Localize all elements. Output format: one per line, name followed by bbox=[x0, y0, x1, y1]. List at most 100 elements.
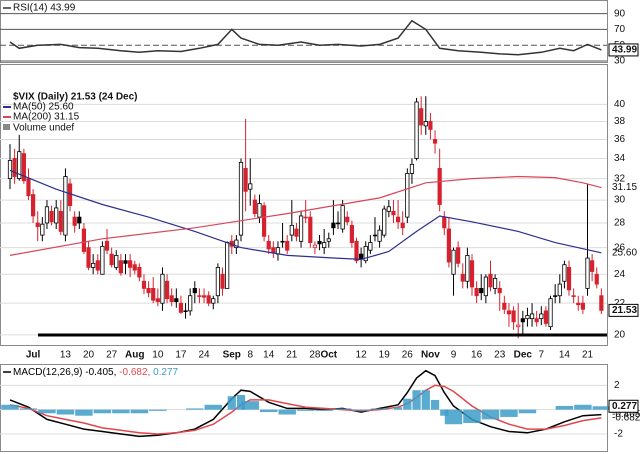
candle-body bbox=[30, 194, 36, 217]
end-label: 31.15 bbox=[612, 182, 637, 193]
candle-body bbox=[548, 298, 553, 328]
candle-body bbox=[132, 264, 137, 271]
candle-body bbox=[248, 183, 253, 190]
candle-body bbox=[594, 273, 599, 285]
x-tick-label: 10 bbox=[152, 350, 164, 361]
candle-body bbox=[192, 288, 197, 294]
x-tick-label: 17 bbox=[175, 350, 187, 361]
y-tick-label: 22 bbox=[614, 298, 626, 309]
y-tick-label: 70 bbox=[614, 24, 626, 35]
candle-body bbox=[81, 228, 87, 252]
candle-body bbox=[451, 249, 456, 275]
histogram-bar bbox=[333, 408, 352, 410]
candle-body bbox=[562, 264, 567, 282]
candle-body bbox=[571, 295, 576, 297]
histogram-bar bbox=[463, 409, 481, 424]
end-label: 25.60 bbox=[612, 247, 637, 258]
candle-body bbox=[483, 276, 488, 297]
candle-body bbox=[335, 222, 341, 225]
histogram-bar bbox=[19, 408, 38, 410]
legend-entry: -0.682, bbox=[119, 367, 150, 378]
candle-body bbox=[377, 229, 382, 242]
histogram-bar bbox=[518, 409, 537, 414]
x-tick-label: 8 bbox=[247, 350, 253, 361]
y-tick-label: 40 bbox=[614, 99, 626, 110]
y-tick-label: 28 bbox=[614, 218, 626, 229]
x-tick-label: 12 bbox=[356, 350, 368, 361]
histogram-bar bbox=[440, 409, 449, 416]
candle-body bbox=[294, 228, 299, 237]
y-tick-label: 20 bbox=[614, 330, 626, 341]
histogram-bar bbox=[75, 409, 93, 416]
candle-body bbox=[26, 178, 31, 197]
end-label-box bbox=[608, 43, 639, 57]
candle-body bbox=[456, 247, 461, 264]
candle-body bbox=[492, 278, 498, 289]
candle-body bbox=[543, 310, 549, 324]
candle-body bbox=[252, 199, 257, 215]
candle-body bbox=[58, 210, 63, 232]
candle-body bbox=[419, 108, 424, 126]
candle-body bbox=[557, 283, 562, 297]
candle-body bbox=[599, 295, 604, 311]
x-tick-label: Aug bbox=[125, 350, 144, 361]
legend-entry: 0.277 bbox=[153, 367, 178, 378]
candle-body bbox=[539, 313, 544, 320]
y-tick-label: 24 bbox=[614, 269, 626, 280]
histogram-bar bbox=[259, 409, 278, 413]
candle-body bbox=[326, 238, 331, 242]
candle-body bbox=[511, 310, 516, 323]
candle-body bbox=[590, 260, 595, 272]
x-tick-label: 26 bbox=[402, 350, 414, 361]
histogram-bar bbox=[236, 395, 246, 410]
label-layer: RSI(14) 43.99 $VIX (Daily) 21.53 (24 Dec… bbox=[3, 3, 640, 440]
candle-body bbox=[317, 240, 322, 245]
end-label: -0.405 bbox=[612, 409, 640, 420]
candle-body bbox=[437, 167, 442, 205]
histogram-bar bbox=[296, 409, 315, 411]
candle-body bbox=[146, 288, 151, 294]
y-tick-label: 2 bbox=[614, 380, 620, 391]
candle-body bbox=[128, 260, 133, 268]
candle-body bbox=[201, 295, 207, 298]
candle-body bbox=[280, 240, 285, 243]
candle-body bbox=[7, 160, 13, 180]
candle-body bbox=[109, 253, 114, 266]
candle-body bbox=[197, 295, 202, 297]
rsi-panel bbox=[0, 0, 608, 63]
candle-body bbox=[566, 267, 572, 291]
candle-body bbox=[497, 288, 502, 294]
candle-body bbox=[298, 215, 304, 242]
candle-body bbox=[529, 313, 535, 320]
x-tick-label: 28 bbox=[309, 350, 321, 361]
histogram-bar bbox=[38, 409, 56, 414]
histogram-bar bbox=[500, 409, 518, 417]
y-tick-label: 30 bbox=[614, 56, 626, 67]
candle-body bbox=[525, 315, 530, 320]
candle-body bbox=[261, 205, 267, 237]
candle-body bbox=[164, 280, 170, 300]
candle-body bbox=[580, 302, 585, 310]
candle-body bbox=[243, 167, 248, 192]
candle-body bbox=[469, 260, 475, 288]
candle-body bbox=[428, 121, 433, 130]
candle-body bbox=[363, 245, 368, 262]
histogram-bar bbox=[93, 409, 112, 414]
histogram-bar bbox=[430, 399, 440, 410]
candle-body bbox=[506, 310, 512, 315]
candle-body bbox=[17, 151, 22, 180]
candle-body bbox=[137, 267, 142, 278]
candle-body bbox=[54, 207, 59, 224]
candle-body bbox=[405, 173, 410, 218]
end-label-box bbox=[608, 303, 639, 317]
histogram-bar bbox=[227, 396, 236, 410]
candle-body bbox=[271, 247, 276, 254]
candle-body bbox=[220, 273, 225, 289]
histogram-bar bbox=[149, 409, 167, 411]
candle-body bbox=[206, 295, 211, 304]
legend-entry: MA(50) 25.60 bbox=[13, 102, 74, 113]
y-tick-label: 36 bbox=[614, 134, 626, 145]
candle-body bbox=[340, 205, 345, 230]
candle-body bbox=[488, 273, 493, 288]
